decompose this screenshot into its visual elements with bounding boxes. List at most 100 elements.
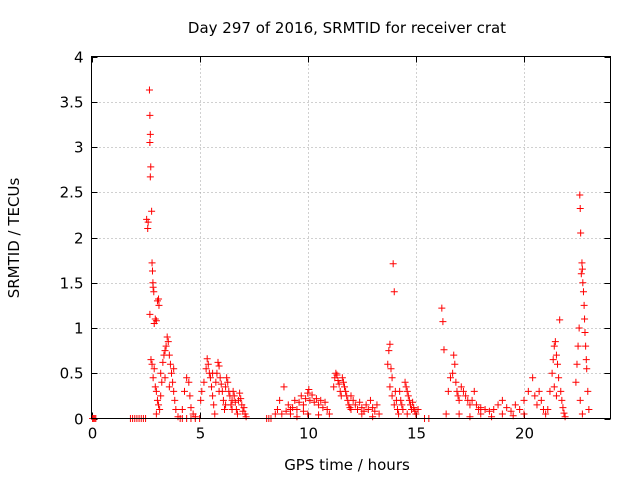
data-point: [414, 405, 422, 413]
data-point: [149, 283, 157, 291]
data-point: [575, 324, 583, 332]
data-point: [468, 396, 476, 404]
data-point: [146, 310, 154, 318]
data-point: [342, 387, 350, 395]
data-point: [157, 392, 165, 400]
data-point: [162, 342, 170, 350]
y-tick-label: 2: [74, 230, 84, 248]
data-point: [291, 396, 299, 404]
data-point: [373, 401, 381, 409]
data-point: [546, 387, 554, 395]
data-point: [450, 351, 458, 359]
data-point: [533, 401, 541, 409]
data-point: [577, 229, 585, 237]
data-point: [578, 410, 586, 418]
data-point: [169, 378, 177, 386]
y-tick-label: 0: [74, 411, 84, 429]
data-point: [317, 396, 325, 404]
data-point: [293, 405, 301, 413]
data-point: [223, 374, 231, 382]
data-point: [557, 387, 565, 395]
data-point: [550, 342, 558, 350]
data-point: [550, 383, 558, 391]
data-point: [146, 173, 154, 181]
data-point: [494, 401, 502, 409]
y-tick-label: 3.5: [60, 94, 84, 112]
data-point: [209, 369, 217, 377]
data-point: [455, 396, 463, 404]
data-point: [462, 392, 470, 400]
data-point: [560, 409, 568, 417]
data-point: [166, 360, 174, 368]
x-tick-label: 20: [515, 425, 534, 443]
plot-frame: [91, 56, 611, 419]
data-point: [161, 374, 169, 382]
x-axis-title: GPS time / hours: [284, 456, 410, 474]
data-point: [401, 378, 409, 386]
data-point: [150, 365, 158, 373]
data-point: [299, 401, 307, 409]
data-point: [535, 387, 543, 395]
data-point: [148, 207, 156, 215]
data-point: [358, 404, 366, 412]
data-point: [554, 360, 562, 368]
data-point: [187, 404, 195, 412]
data-point: [364, 405, 372, 413]
data-point: [219, 396, 227, 404]
data-point: [574, 342, 582, 350]
data-point: [161, 347, 169, 355]
data-point: [186, 392, 194, 400]
data-point: [236, 389, 244, 397]
data-point: [319, 404, 327, 412]
y-tick-label: 2.5: [60, 184, 84, 202]
data-point: [388, 392, 396, 400]
chart-title: Day 297 of 2016, SRMTID for receiver cra…: [188, 19, 506, 37]
data-point: [185, 378, 193, 386]
data-point: [159, 358, 167, 366]
data-point: [470, 387, 478, 395]
data-point: [305, 386, 313, 394]
data-point: [453, 387, 461, 395]
data-point: [165, 383, 173, 391]
data-point: [349, 396, 357, 404]
data-point: [396, 387, 404, 395]
data-point: [273, 405, 281, 413]
data-point: [403, 387, 411, 395]
data-point: [387, 365, 395, 373]
data-point: [325, 410, 333, 418]
data-point: [558, 396, 566, 404]
data-point: [284, 401, 292, 409]
data-point: [542, 410, 550, 418]
data-point: [347, 405, 355, 413]
y-tick-label: 3: [74, 139, 84, 157]
data-point: [146, 130, 154, 138]
data-point: [399, 405, 407, 413]
data-point: [466, 413, 474, 421]
data-point: [578, 259, 586, 267]
data-point: [330, 383, 338, 391]
data-point: [293, 413, 301, 421]
data-point: [555, 374, 563, 382]
data-point: [477, 410, 485, 418]
data-point: [233, 410, 241, 418]
data-point: [579, 288, 587, 296]
data-point: [449, 369, 457, 377]
data-point: [217, 380, 225, 388]
data-point: [577, 270, 585, 278]
data-point: [466, 401, 474, 409]
grid: [91, 56, 611, 419]
data-point: [371, 407, 379, 415]
data-point: [315, 411, 323, 419]
data-point: [537, 396, 545, 404]
data-point: [362, 401, 370, 409]
data-point: [155, 295, 163, 303]
data-point: [170, 365, 178, 373]
data-point: [402, 383, 410, 391]
data-point: [578, 265, 586, 273]
data-point: [351, 401, 359, 409]
y-axis-title: SRMTID / TECUs: [5, 178, 23, 299]
data-points: [89, 86, 593, 422]
data-point: [215, 362, 223, 370]
data-point: [561, 413, 569, 421]
data-point: [498, 410, 506, 418]
